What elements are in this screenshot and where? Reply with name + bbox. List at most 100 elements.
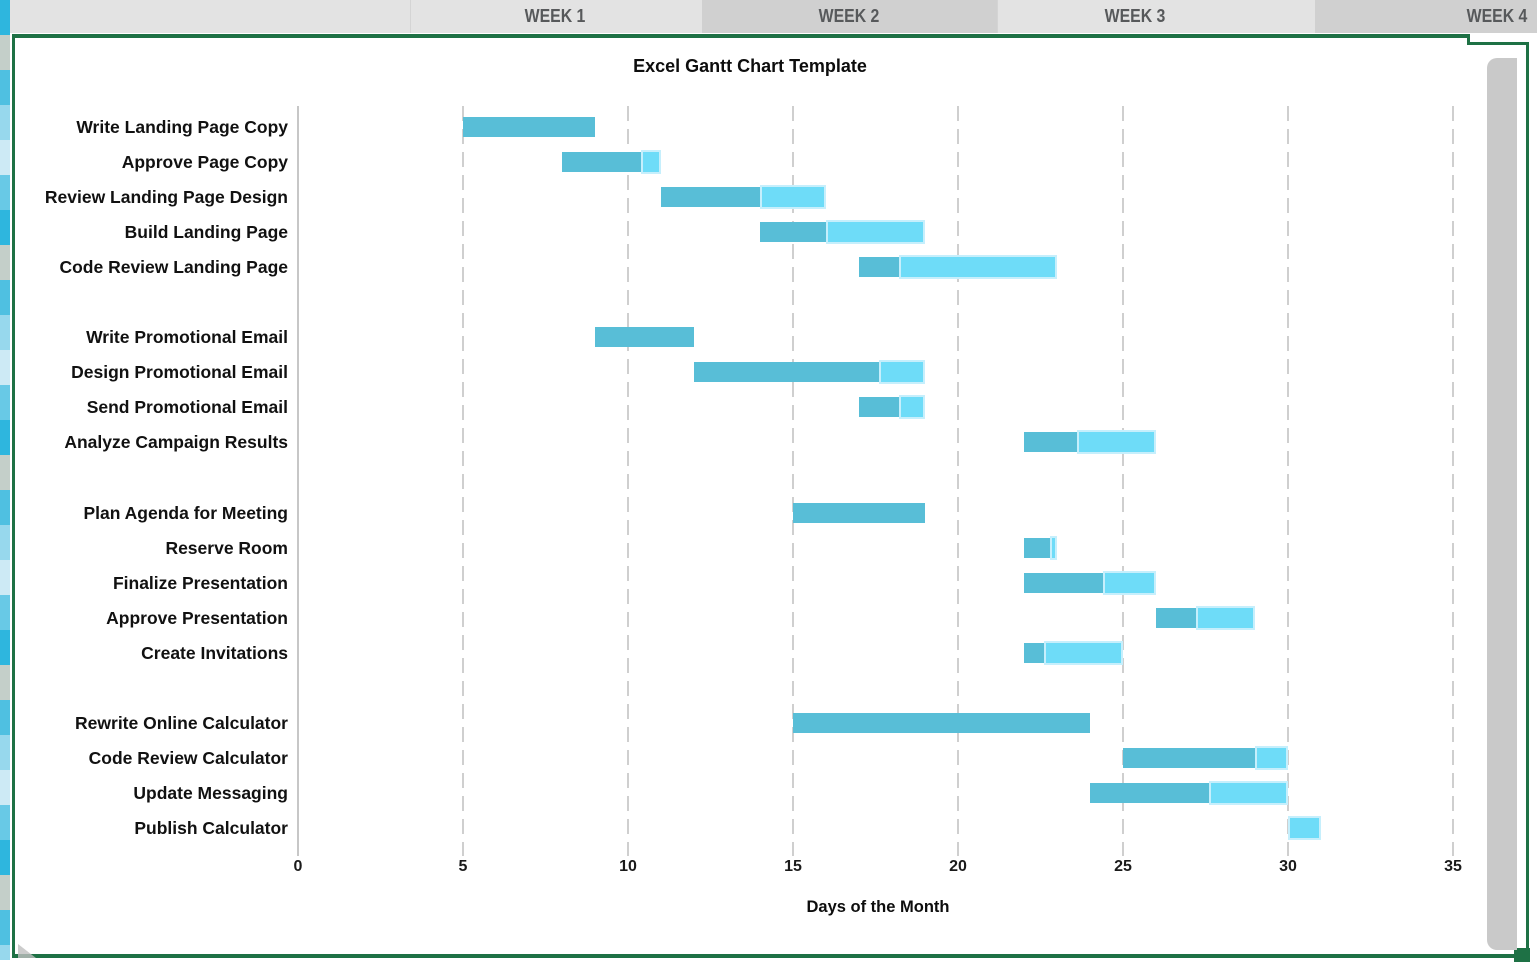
worksheet-row-edge xyxy=(0,35,10,70)
worksheet-row-edge xyxy=(0,875,10,910)
gantt-bar-complete[interactable] xyxy=(793,503,925,523)
worksheet-row-edge xyxy=(0,490,10,525)
gantt-bar-remaining[interactable] xyxy=(760,185,826,209)
gantt-bar-complete[interactable] xyxy=(694,362,879,382)
gantt-bar-complete[interactable] xyxy=(760,222,826,242)
task-label: Approve Page Copy xyxy=(121,152,288,172)
x-tick-label: 0 xyxy=(293,858,303,875)
worksheet-row-edge xyxy=(0,630,10,665)
x-tick-label: 30 xyxy=(1279,858,1297,875)
worksheet-row-edge xyxy=(0,770,10,805)
worksheet-row-edge xyxy=(0,70,10,105)
x-tick-label: 35 xyxy=(1444,858,1462,875)
worksheet-row-edge xyxy=(0,315,10,350)
worksheet-row-edge xyxy=(0,420,10,455)
week-header-cell-4[interactable] xyxy=(1315,0,1537,33)
gantt-bar-complete[interactable] xyxy=(595,327,694,347)
vertical-scrollbar[interactable] xyxy=(1487,58,1517,950)
week-header-cell-2[interactable] xyxy=(702,0,997,33)
task-label: Approve Presentation xyxy=(106,608,288,628)
x-tick-label: 20 xyxy=(949,858,967,875)
gantt-bar-complete[interactable] xyxy=(1024,573,1104,593)
gantt-bar-remaining[interactable] xyxy=(1255,746,1288,770)
worksheet-row-edge xyxy=(0,525,10,560)
chart-border-top-right xyxy=(1467,42,1529,45)
worksheet-row-edge xyxy=(0,700,10,735)
worksheet-row-edge xyxy=(0,175,10,210)
task-label: Finalize Presentation xyxy=(112,573,288,593)
task-label: Code Review Calculator xyxy=(88,748,288,768)
gantt-bar-remaining[interactable] xyxy=(1050,536,1057,560)
gridline-day-15 xyxy=(792,106,794,856)
worksheet-edge-strip xyxy=(0,0,10,960)
gantt-bar-remaining[interactable] xyxy=(898,395,925,419)
task-label: Build Landing Page xyxy=(124,222,288,242)
gantt-bar-complete[interactable] xyxy=(1090,783,1209,803)
chart-resize-handle[interactable] xyxy=(1514,948,1530,962)
gridline-day-35 xyxy=(1452,106,1454,856)
week-header-label: WEEK 3 xyxy=(1104,6,1166,26)
gantt-bar-complete[interactable] xyxy=(793,713,1090,733)
gridline-day-0 xyxy=(297,106,299,856)
worksheet-row-edge xyxy=(0,910,10,945)
x-tick-label: 5 xyxy=(458,858,468,875)
task-label: Analyze Campaign Results xyxy=(64,432,288,452)
gantt-bar-remaining[interactable] xyxy=(826,220,925,244)
worksheet-row-edge xyxy=(0,805,10,840)
gridline-day-5 xyxy=(462,106,464,856)
x-tick-label: 10 xyxy=(619,858,637,875)
corner-grip-icon xyxy=(18,944,36,958)
worksheet-row-edge xyxy=(0,455,10,490)
task-label: Code Review Landing Page xyxy=(59,257,288,277)
gantt-bar-remaining[interactable] xyxy=(1195,606,1255,630)
week-header-label: WEEK 1 xyxy=(524,6,586,26)
worksheet-row-edge xyxy=(0,140,10,175)
week-header-label: WEEK 2 xyxy=(818,6,880,26)
gantt-bar-remaining[interactable] xyxy=(878,360,925,384)
gridline-day-30 xyxy=(1287,106,1289,856)
worksheet-row-edge xyxy=(0,840,10,875)
gantt-bar-complete[interactable] xyxy=(1024,432,1077,452)
gantt-bar-remaining[interactable] xyxy=(1076,430,1156,454)
worksheet-row-edge xyxy=(0,105,10,140)
gridline-day-25 xyxy=(1122,106,1124,856)
gantt-bar-complete[interactable] xyxy=(859,397,899,417)
task-label: Create Invitations xyxy=(141,643,288,663)
chart-border-right xyxy=(1526,42,1529,958)
gantt-bar-complete[interactable] xyxy=(1156,608,1196,628)
gantt-bar-remaining[interactable] xyxy=(1043,641,1123,665)
week-header-cell-1[interactable] xyxy=(410,0,703,33)
task-label: Update Messaging xyxy=(133,783,288,803)
x-tick-label: 25 xyxy=(1114,858,1132,875)
worksheet-row-edge xyxy=(0,210,10,245)
gantt-bar-remaining[interactable] xyxy=(1288,816,1321,840)
worksheet-row-edge xyxy=(0,245,10,280)
worksheet-row-edge xyxy=(0,945,10,960)
chart-border-left xyxy=(12,34,15,958)
gridline-day-10 xyxy=(627,106,629,856)
week-header-cell-3[interactable] xyxy=(997,0,1316,33)
gantt-bar-remaining[interactable] xyxy=(1208,781,1288,805)
gantt-bar-complete[interactable] xyxy=(1024,538,1051,558)
gantt-bar-complete[interactable] xyxy=(1123,748,1255,768)
chart-border-top xyxy=(12,34,1470,38)
week-header-label: WEEK 4 xyxy=(1466,6,1528,26)
gantt-bar-complete[interactable] xyxy=(1024,643,1044,663)
worksheet-row-edge xyxy=(0,665,10,700)
gantt-bar-complete[interactable] xyxy=(562,152,642,172)
gantt-bar-complete[interactable] xyxy=(661,187,760,207)
gantt-bar-remaining[interactable] xyxy=(898,255,1057,279)
task-label: Publish Calculator xyxy=(134,818,288,838)
task-label: Review Landing Page Design xyxy=(44,187,288,207)
task-label: Write Landing Page Copy xyxy=(76,117,288,137)
chart-border-top-step xyxy=(1467,34,1470,45)
task-label: Plan Agenda for Meeting xyxy=(83,503,288,523)
gantt-bar-complete[interactable] xyxy=(463,117,595,137)
gantt-bar-complete[interactable] xyxy=(859,257,899,277)
gantt-bar-remaining[interactable] xyxy=(1103,571,1156,595)
worksheet-row-edge xyxy=(0,0,10,35)
worksheet-row-edge xyxy=(0,595,10,630)
gantt-bar-remaining[interactable] xyxy=(641,150,661,174)
task-label: Design Promotional Email xyxy=(71,362,288,382)
